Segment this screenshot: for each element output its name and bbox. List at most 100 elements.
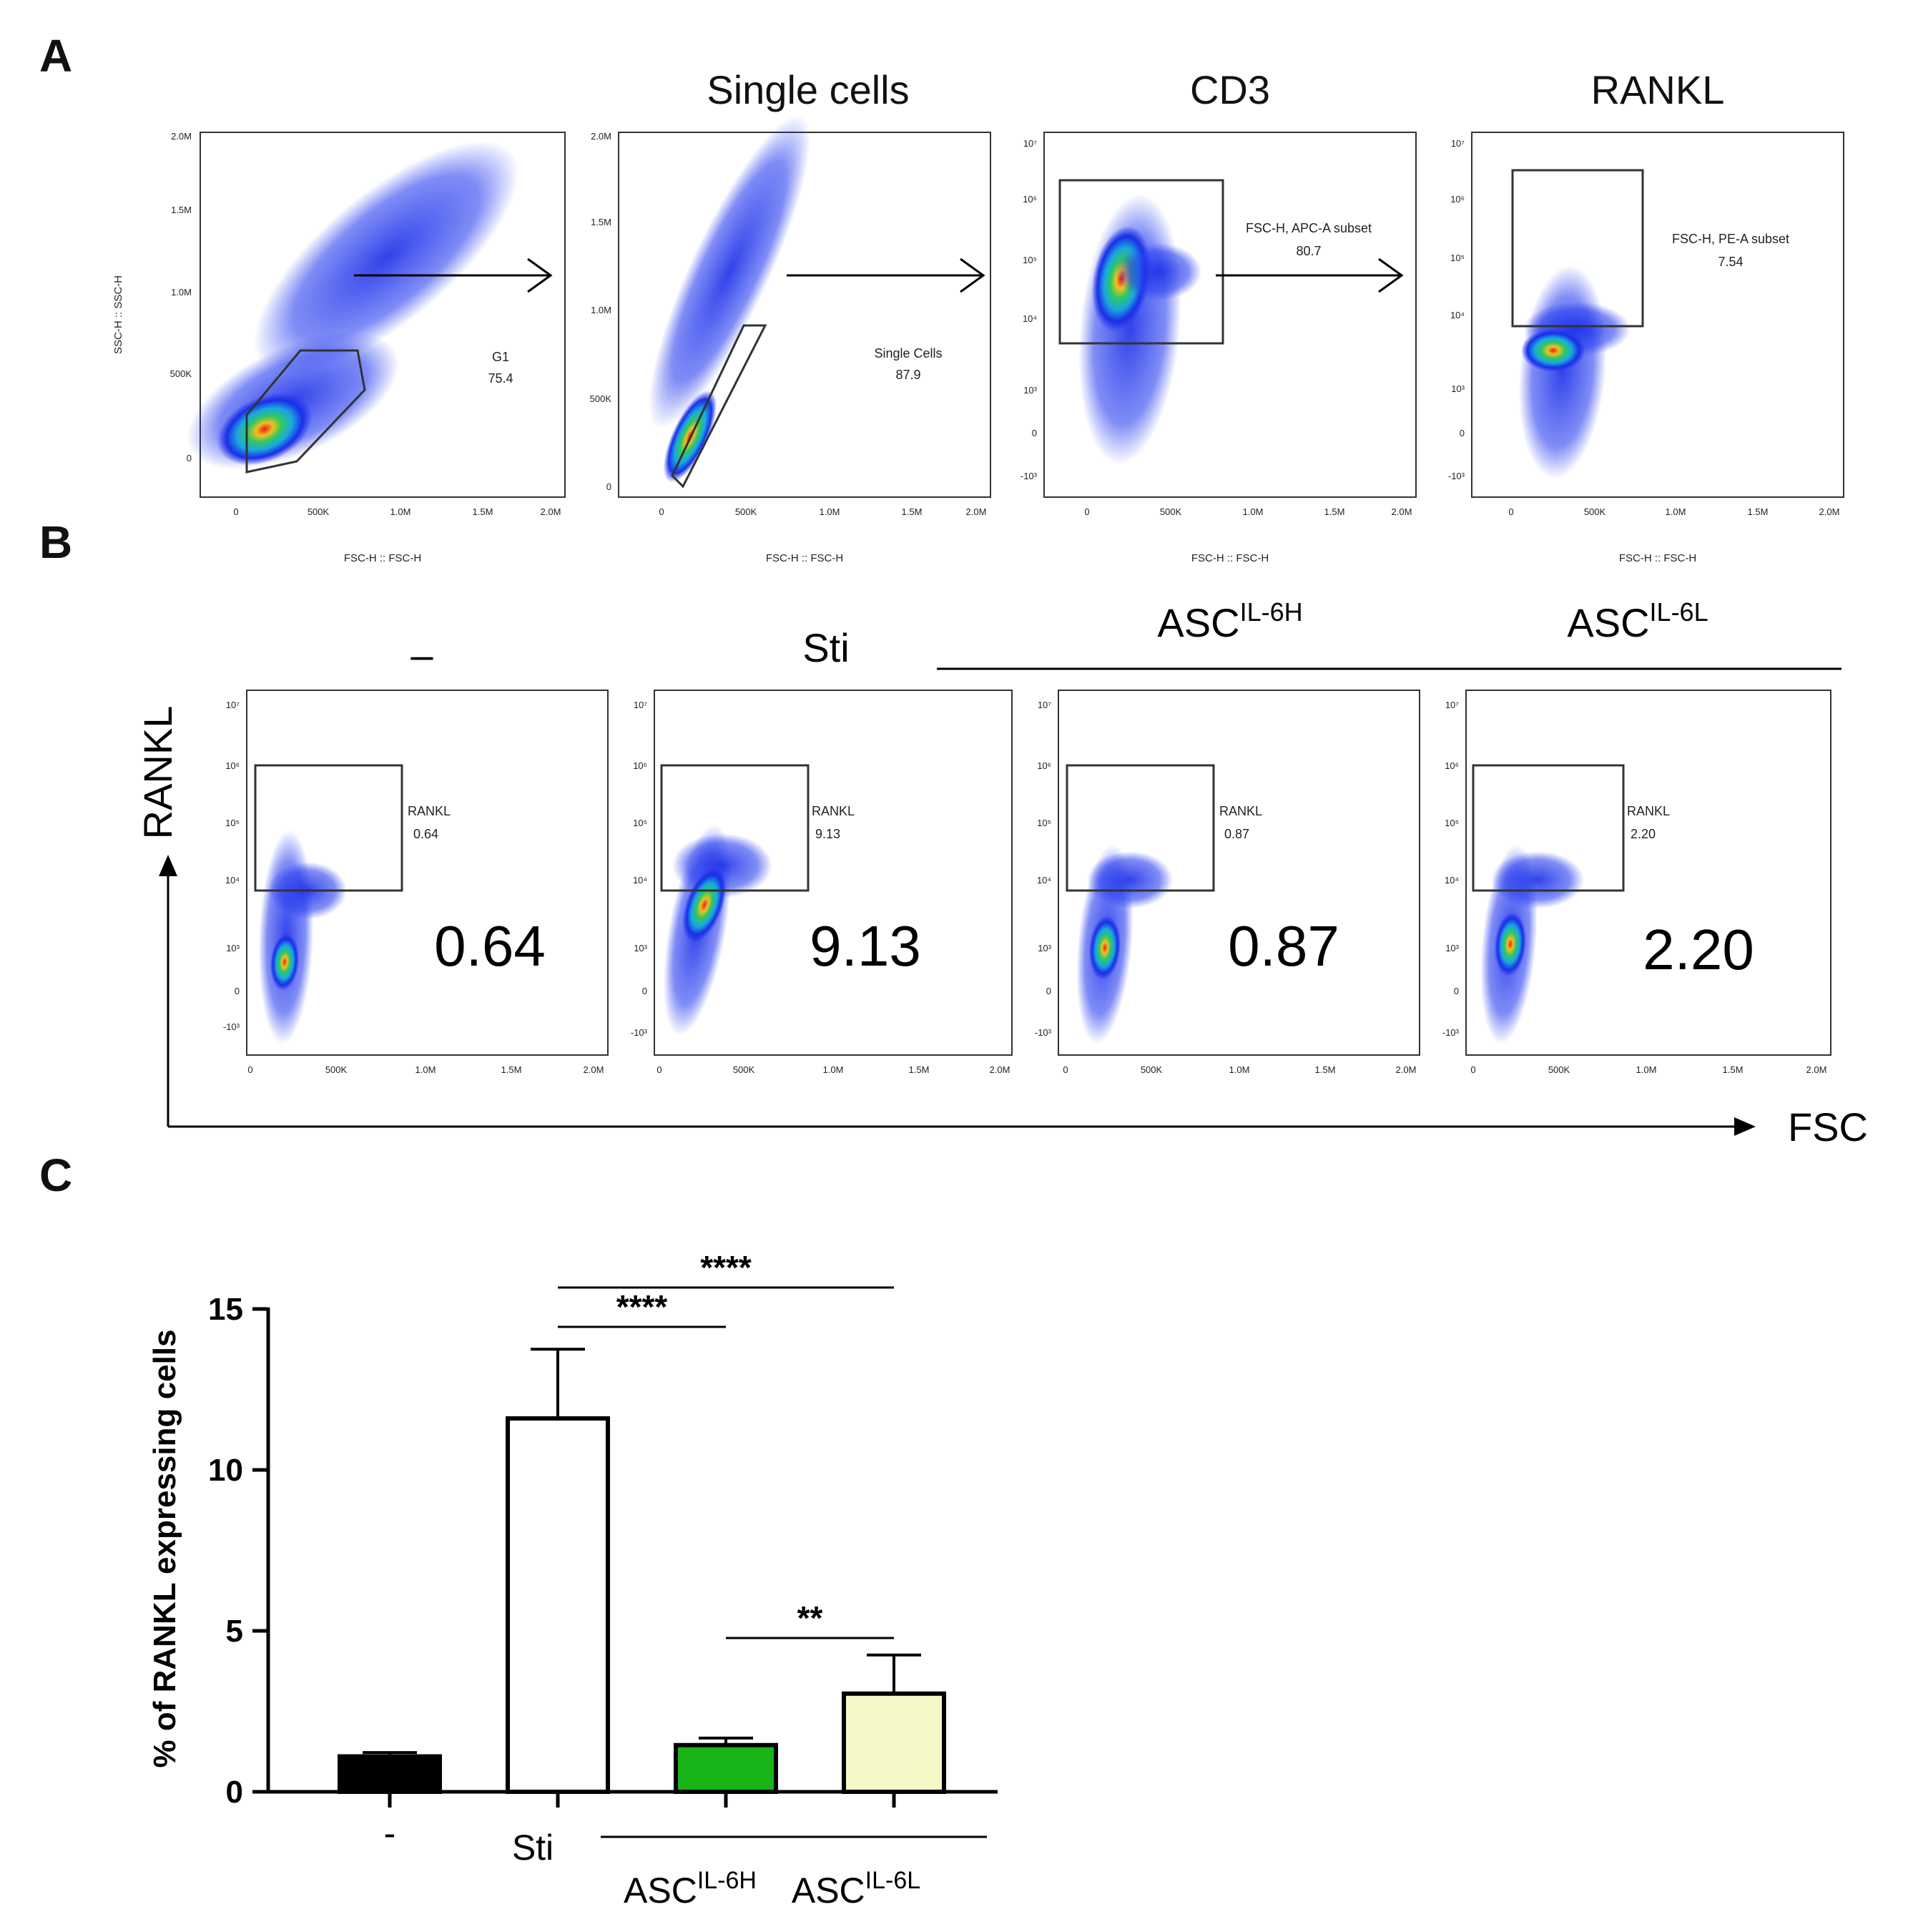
x-tick-label: 2.0M	[966, 506, 987, 517]
y-tick-label: 10⁷	[1451, 138, 1465, 149]
x-tick-label: 0	[1508, 506, 1513, 517]
x-tick-label: 500K	[1584, 506, 1606, 517]
bar	[842, 1691, 946, 1794]
x-tick-label: 1.5M	[501, 1064, 522, 1075]
x-ticks: 0 500K 1.0M 1.5M 2.0M	[657, 1064, 1010, 1075]
big-value: 0.87	[1228, 914, 1339, 978]
y-tick-label: -10³	[1442, 1027, 1460, 1038]
x-tick-label: 1.0M	[1229, 1064, 1250, 1075]
gate-name: RANKL	[812, 804, 855, 818]
x-tick-label: 0	[659, 506, 664, 517]
x-ticks: 0 500K 1.0M 1.5M 2.0M	[247, 1064, 604, 1075]
x-tick-label: ASCIL-6L	[792, 1867, 920, 1911]
cell-density	[648, 115, 811, 483]
flow-plot-b2: RANKL 9.13 9.13 -10³ 0 10³ 10⁴ 10⁵ 10⁶ 1…	[631, 690, 1013, 1075]
condition-superscript: IL-6L	[1650, 597, 1708, 627]
y-tick-label: 0	[187, 453, 192, 464]
plot-frame	[200, 132, 566, 498]
y-tick-label: 2.0M	[171, 131, 192, 142]
condition-superscript: IL-6H	[1240, 597, 1303, 627]
x-ticks: 0 500K 1.0M 1.5M 2.0M	[1470, 1064, 1826, 1075]
y-tick-label: 10⁶	[1445, 760, 1459, 771]
bar	[338, 1754, 442, 1794]
cell-density	[258, 830, 347, 1044]
plot-frame	[1043, 132, 1417, 498]
plot-frame	[246, 690, 609, 1056]
y-tick-label: -10³	[1035, 1027, 1052, 1038]
y-ticks: -10³ 0 10³ 10⁴ 10⁵ 10⁶ 10⁷	[223, 700, 240, 1032]
x-tick-label: 1.5M	[1748, 506, 1769, 517]
y-tick-label: 10⁴	[225, 875, 240, 886]
x-tick-label: 1.5M	[1324, 506, 1345, 517]
flow-plot-b3: RANKL 0.87 0.87 -10³ 0 10³ 10⁴ 10⁵ 10⁶ 1…	[1035, 690, 1420, 1075]
flow-plot-a4: FSC-H, PE-A subset 7.54 -10³ 0 10³ 10⁴ 1…	[1448, 132, 1844, 564]
x-axis-label: FSC-H :: FSC-H	[766, 552, 843, 564]
x-tick-label: 1.5M	[1315, 1064, 1336, 1075]
x-tick-label: ASCIL-6H	[624, 1867, 757, 1911]
x-tick-label: 0	[1063, 1064, 1068, 1075]
plot-frame	[1471, 132, 1844, 498]
cell-density	[1518, 265, 1631, 479]
y-ticks: -10³ 0 10³ 10⁴ 10⁵ 10⁶ 10⁷	[1021, 138, 1038, 481]
y-tick-label: 10⁵	[225, 818, 240, 828]
x-tick-label: -	[384, 1813, 396, 1853]
x-axis-label: FSC-H :: FSC-H	[344, 552, 421, 564]
y-axis-label: SSC-H :: SSC-H	[112, 275, 124, 354]
panel-label-a: A	[39, 30, 72, 82]
y-tick-label: 10⁴	[1037, 875, 1051, 886]
y-tick-label: 10³	[1451, 383, 1465, 394]
significance-label: **	[797, 1599, 823, 1637]
category-superscript: IL-6H	[697, 1867, 757, 1894]
y-tick-label: 10⁵	[633, 818, 647, 828]
y-ticks: -10³ 0 10³ 10⁴ 10⁵ 10⁶ 10⁷	[1035, 700, 1052, 1038]
cell-density	[1078, 193, 1201, 465]
y-tick-label: 0	[226, 1775, 243, 1810]
y-tick-label: 1.5M	[171, 205, 192, 215]
x-tick-label: 1.0M	[1636, 1064, 1657, 1075]
y-tick-label: 10⁵	[1023, 255, 1037, 265]
flow-plot-b4: RANKL 2.20 2.20 -10³ 0 10³ 10⁴ 10⁵ 10⁶ 1…	[1442, 690, 1831, 1075]
x-tick-label: 0	[247, 1064, 252, 1075]
y-ticks: 0 500K 1.0M 1.5M 2.0M	[590, 131, 612, 492]
x-tick-label: 1.0M	[820, 506, 840, 517]
gate-rectangle	[1472, 764, 1625, 892]
y-tick-label: 15	[208, 1292, 243, 1327]
y-tick-label: 10⁶	[1023, 194, 1037, 205]
y-tick-label: 10⁷	[226, 700, 240, 710]
x-tick-label: 500K	[1160, 506, 1182, 517]
cell-density	[187, 140, 519, 469]
x-ticks: 0 500K 1.0M 1.5M 2.0M	[659, 506, 986, 517]
x-tick-label: 2.0M	[990, 1064, 1010, 1075]
x-tick-label: 1.0M	[1666, 506, 1686, 517]
arrowhead-a3	[1378, 258, 1404, 293]
panel-a: Single cells CD3 RANKL G1 75.4 0 500K 1.…	[112, 67, 1844, 564]
x-tick-label: 2.0M	[1396, 1064, 1417, 1075]
y-tick-label: 10⁶	[225, 760, 240, 771]
condition-label-4: ASCIL-6L	[1567, 597, 1708, 645]
gate-name: Single Cells	[874, 346, 942, 361]
x-ticks: 0 500K 1.0M 1.5M 2.0M	[1084, 506, 1412, 517]
x-tick-label: 2.0M	[584, 1064, 604, 1075]
y-tick-label: -10³	[1448, 471, 1465, 481]
condition-label-1: –	[410, 632, 433, 677]
gate-value: 80.7	[1296, 244, 1321, 258]
x-tick-label: 1.5M	[909, 1064, 930, 1075]
gate-rectangle	[1058, 179, 1224, 345]
panel-a-title-4: RANKL	[1591, 67, 1725, 112]
gate-value: 87.9	[895, 368, 920, 382]
big-value: 2.20	[1643, 918, 1754, 981]
x-tick-label: 0	[1470, 1064, 1475, 1075]
x-ticks: 0 500K 1.0M 1.5M 2.0M	[1063, 1064, 1416, 1075]
y-tick-label: 0	[1046, 986, 1051, 996]
x-tick-label: 2.0M	[541, 506, 561, 517]
y-tick-label: 0	[1454, 986, 1459, 996]
x-tick-label: Sti	[512, 1828, 554, 1868]
plot-frame	[1465, 690, 1831, 1056]
x-tick-label: 500K	[1141, 1064, 1163, 1075]
category-name: ASC	[624, 1870, 697, 1911]
category-name: ASC	[792, 1870, 865, 1911]
x-tick-label: 1.0M	[1243, 506, 1264, 517]
gate-value: 0.87	[1224, 827, 1249, 841]
x-tick-label: 500K	[308, 506, 330, 517]
